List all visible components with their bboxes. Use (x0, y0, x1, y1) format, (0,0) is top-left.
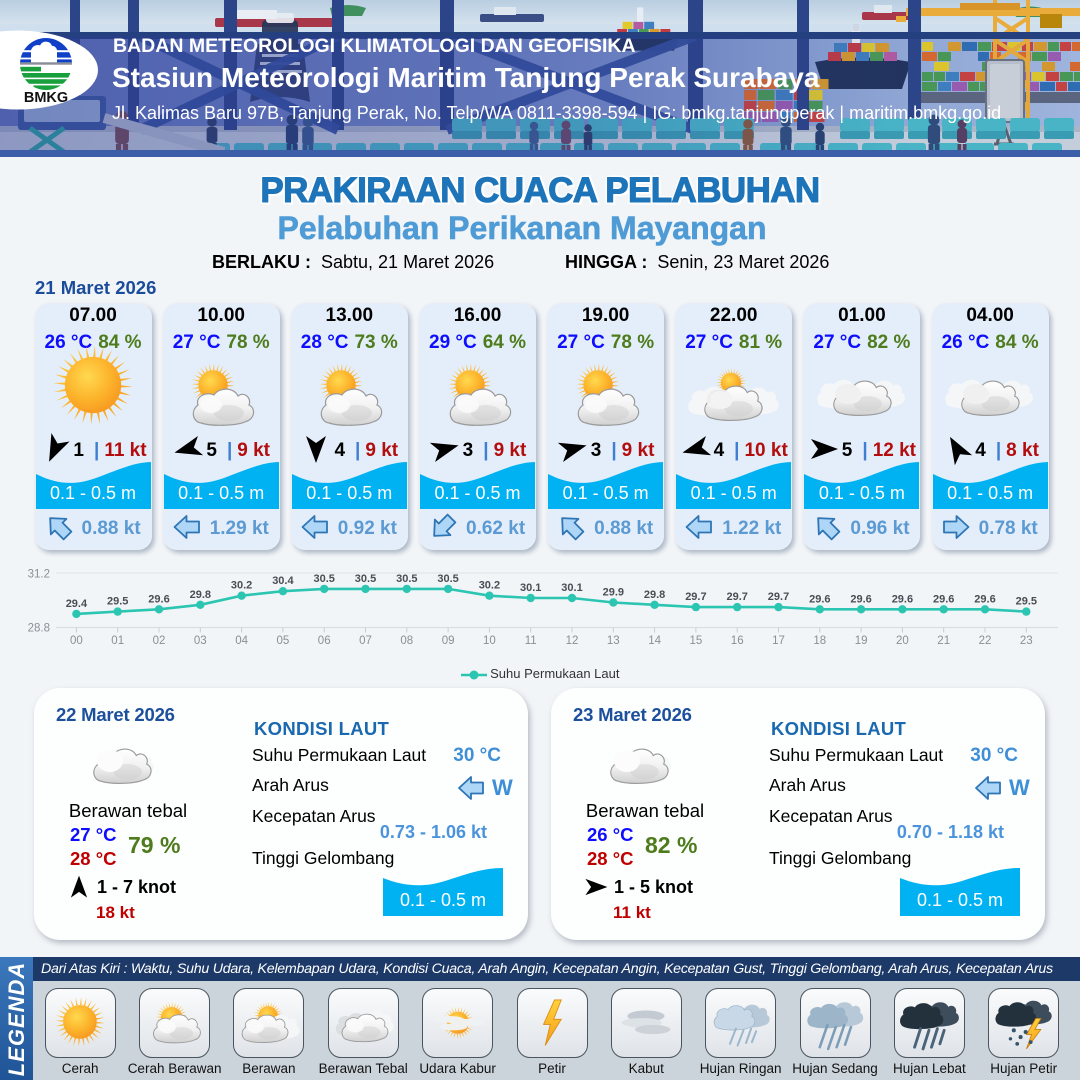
svg-text:23: 23 (1020, 635, 1033, 647)
svg-text:02: 02 (153, 635, 166, 647)
svg-text:29.7: 29.7 (726, 591, 747, 603)
svg-text:29.9: 29.9 (603, 587, 624, 599)
svg-text:19: 19 (855, 635, 868, 647)
svg-text:Stasiun Meteorologi Maritim Ta: Stasiun Meteorologi Maritim Tanjung Pera… (112, 62, 820, 93)
svg-text:29.6: 29.6 (974, 593, 995, 605)
svg-text:30.2: 30.2 (231, 580, 252, 592)
svg-text:05: 05 (277, 635, 290, 647)
svg-text:00: 00 (70, 635, 83, 647)
svg-text:29.7: 29.7 (685, 591, 706, 603)
svg-text:BADAN METEOROLOGI KLIMATOLOGI: BADAN METEOROLOGI KLIMATOLOGI DAN GEOFIS… (113, 35, 636, 57)
svg-text:30.5: 30.5 (396, 573, 417, 585)
svg-text:29.5: 29.5 (1016, 596, 1037, 608)
svg-text:03: 03 (194, 635, 207, 647)
svg-text:18: 18 (813, 635, 826, 647)
svg-text:29.6: 29.6 (809, 593, 830, 605)
svg-text:11: 11 (525, 635, 537, 647)
svg-text:29.7: 29.7 (768, 591, 789, 603)
svg-text:22: 22 (979, 635, 992, 647)
svg-text:13: 13 (607, 635, 620, 647)
svg-text:29.6: 29.6 (933, 593, 954, 605)
svg-text:12: 12 (566, 635, 579, 647)
svg-text:04: 04 (235, 635, 248, 647)
svg-text:28.8: 28.8 (28, 623, 50, 635)
svg-text:15: 15 (690, 635, 703, 647)
svg-text:01: 01 (111, 635, 124, 647)
svg-text:29.6: 29.6 (148, 593, 169, 605)
svg-text:10: 10 (483, 635, 496, 647)
svg-text:29.6: 29.6 (892, 593, 913, 605)
svg-text:29.6: 29.6 (850, 593, 871, 605)
svg-text:31.2: 31.2 (28, 569, 50, 581)
svg-text:30.5: 30.5 (355, 573, 376, 585)
svg-text:30.4: 30.4 (272, 575, 294, 587)
svg-text:30.5: 30.5 (437, 573, 458, 585)
svg-text:17: 17 (772, 635, 785, 647)
svg-text:29.8: 29.8 (190, 589, 211, 601)
svg-text:29.4: 29.4 (66, 598, 88, 610)
svg-text:Jl. Kalimas Baru 97B, Tanjung: Jl. Kalimas Baru 97B, Tanjung Perak, No.… (112, 103, 1001, 123)
svg-text:30.1: 30.1 (520, 582, 541, 594)
svg-text:30.5: 30.5 (313, 573, 334, 585)
svg-text:06: 06 (318, 635, 331, 647)
svg-text:20: 20 (896, 635, 909, 647)
svg-text:21: 21 (937, 635, 950, 647)
svg-text:14: 14 (648, 635, 661, 647)
svg-text:29.8: 29.8 (644, 589, 665, 601)
svg-text:29.5: 29.5 (107, 596, 128, 608)
svg-text:30.2: 30.2 (479, 580, 500, 592)
svg-text:09: 09 (442, 635, 455, 647)
svg-text:BMKG: BMKG (24, 90, 68, 106)
svg-text:30.1: 30.1 (561, 582, 582, 594)
svg-text:16: 16 (731, 635, 744, 647)
svg-text:07: 07 (359, 635, 372, 647)
svg-text:08: 08 (400, 635, 413, 647)
